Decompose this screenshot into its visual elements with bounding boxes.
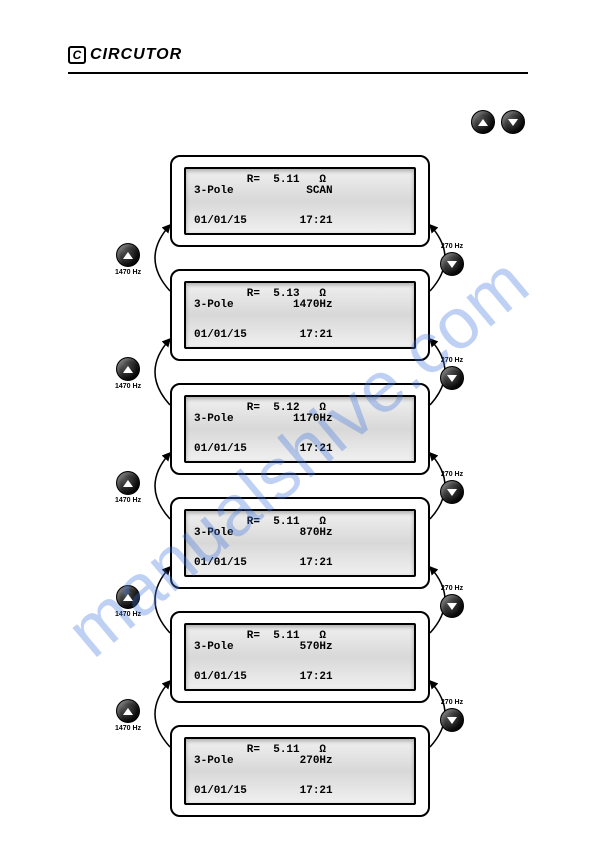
lcd-line-3: 01/01/15 17:21 [194,444,406,455]
up-button-icon [116,699,140,723]
lcd-line-3: 01/01/15 17:21 [194,216,406,227]
freq-label-left: 1470 Hz [115,269,141,276]
lcd-display: R= 5.11 Ω 3-Pole 570Hz 01/01/15 17:21 [184,623,416,691]
lcd-screen: R= 5.13 Ω 3-Pole 1470Hz 01/01/15 17:21 [170,269,430,361]
down-button-right[interactable]: 270 Hz [440,699,464,732]
up-button-left[interactable]: 1470 Hz [115,243,141,276]
lcd-display: R= 5.11 Ω 3-Pole 870Hz 01/01/15 17:21 [184,509,416,577]
page: manualshive.com C CIRCUTOR R= 5.11 Ω 3-P… [0,0,595,863]
lcd-screen: R= 5.11 Ω 3-Pole 270Hz 01/01/15 17:21 [170,725,430,817]
down-button-right[interactable]: 270 Hz [440,243,464,276]
freq-label-right: 270 Hz [441,585,463,592]
lcd-line-3: 01/01/15 17:21 [194,672,406,683]
lcd-line-3: 01/01/15 17:21 [194,330,406,341]
down-button-right[interactable]: 270 Hz [440,471,464,504]
brand-logo: C CIRCUTOR [68,46,182,64]
freq-label-right: 270 Hz [441,243,463,250]
triangle-up-icon [123,708,133,715]
down-button-icon [440,708,464,732]
freq-label-right: 270 Hz [441,471,463,478]
lcd-display: R= 5.13 Ω 3-Pole 1470Hz 01/01/15 17:21 [184,281,416,349]
triangle-up-icon [123,594,133,601]
triangle-down-icon [508,119,518,126]
lcd-line-2: 3-Pole 1470Hz [194,300,406,311]
up-button[interactable] [471,110,495,134]
flow-diagram: R= 5.11 Ω 3-Pole SCAN 01/01/15 17:21 147… [125,155,475,845]
down-button-icon [440,252,464,276]
lcd-line-3: 01/01/15 17:21 [194,558,406,569]
top-nav-buttons [471,110,525,134]
lcd-line-2: 3-Pole 1170Hz [194,414,406,425]
down-button-icon [440,594,464,618]
up-button-icon [116,357,140,381]
triangle-down-icon [447,603,457,610]
freq-label-right: 270 Hz [441,699,463,706]
up-button-icon [116,585,140,609]
triangle-up-icon [123,480,133,487]
logo-letter: C [73,48,82,62]
up-button-left[interactable]: 1470 Hz [115,357,141,390]
freq-label-left: 1470 Hz [115,497,141,504]
logo-text: CIRCUTOR [90,46,182,64]
down-button[interactable] [501,110,525,134]
up-button-icon [116,243,140,267]
up-button-left[interactable]: 1470 Hz [115,471,141,504]
up-button-left[interactable]: 1470 Hz [115,699,141,732]
up-button-icon [116,471,140,495]
lcd-screen: R= 5.11 Ω 3-Pole 870Hz 01/01/15 17:21 [170,497,430,589]
lcd-line-2: 3-Pole 870Hz [194,528,406,539]
lcd-display: R= 5.11 Ω 3-Pole SCAN 01/01/15 17:21 [184,167,416,235]
freq-label-left: 1470 Hz [115,725,141,732]
freq-label-left: 1470 Hz [115,383,141,390]
triangle-down-icon [447,375,457,382]
up-button-left[interactable]: 1470 Hz [115,585,141,618]
lcd-line-2: 3-Pole 270Hz [194,756,406,767]
lcd-display: R= 5.12 Ω 3-Pole 1170Hz 01/01/15 17:21 [184,395,416,463]
down-button-icon [440,480,464,504]
lcd-screen: R= 5.12 Ω 3-Pole 1170Hz 01/01/15 17:21 [170,383,430,475]
freq-label-left: 1470 Hz [115,611,141,618]
down-button-icon [440,366,464,390]
lcd-line-2: 3-Pole 570Hz [194,642,406,653]
freq-label-right: 270 Hz [441,357,463,364]
lcd-display: R= 5.11 Ω 3-Pole 270Hz 01/01/15 17:21 [184,737,416,805]
logo-icon: C [68,46,86,64]
triangle-up-icon [123,252,133,259]
lcd-screen: R= 5.11 Ω 3-Pole 570Hz 01/01/15 17:21 [170,611,430,703]
lcd-line-2: 3-Pole SCAN [194,186,406,197]
triangle-down-icon [447,489,457,496]
triangle-down-icon [447,717,457,724]
triangle-down-icon [447,261,457,268]
lcd-line-3: 01/01/15 17:21 [194,786,406,797]
down-button-right[interactable]: 270 Hz [440,585,464,618]
triangle-up-icon [123,366,133,373]
triangle-up-icon [478,119,488,126]
lcd-screen: R= 5.11 Ω 3-Pole SCAN 01/01/15 17:21 [170,155,430,247]
header-divider [68,72,528,74]
down-button-right[interactable]: 270 Hz [440,357,464,390]
